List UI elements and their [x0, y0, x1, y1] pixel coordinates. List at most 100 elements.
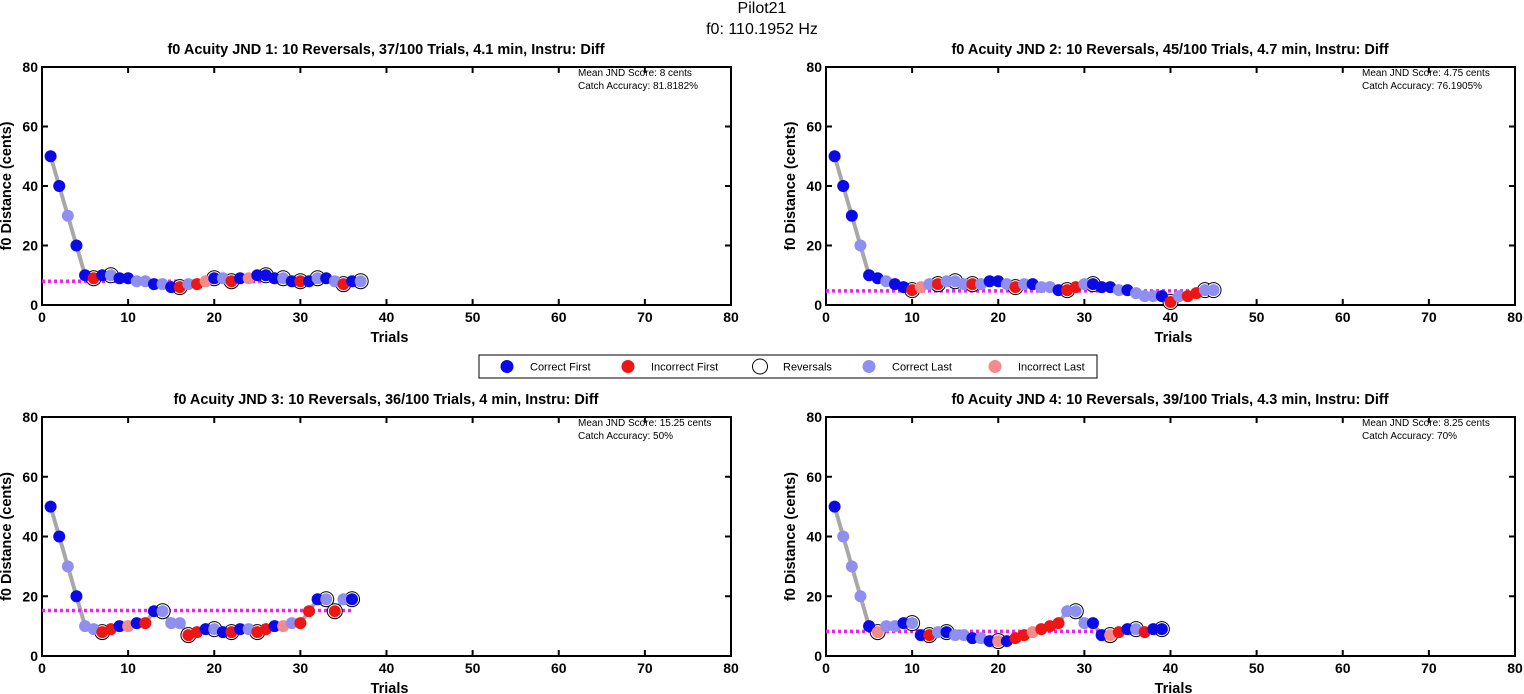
y-tick-label: 40	[806, 178, 822, 194]
y-tick-label: 60	[806, 119, 822, 135]
correct-first-point	[96, 269, 109, 282]
x-tick-label: 30	[293, 309, 309, 325]
correct-last-point	[845, 560, 858, 573]
x-tick-label: 20	[206, 660, 222, 676]
legend-box	[478, 354, 1098, 379]
x-tick-label: 40	[1163, 309, 1179, 325]
x-tick-label: 0	[38, 660, 46, 676]
correct-last-point	[1147, 290, 1160, 303]
plot-frame	[825, 416, 1516, 657]
correct-last-point	[1173, 290, 1186, 303]
y-tick-label: 20	[806, 588, 822, 604]
correct-last-point	[285, 617, 298, 630]
legend-marker	[621, 360, 635, 373]
plot-frame	[41, 66, 732, 306]
y-axis-label: f0 Distance (cents)	[783, 121, 799, 250]
legend-reversal-marker	[752, 358, 768, 375]
correct-first-point	[165, 281, 178, 294]
x-tick-label: 20	[990, 309, 1006, 325]
correct-last-point	[354, 275, 367, 288]
correct-last-point	[337, 593, 350, 606]
correct-first-point	[147, 605, 160, 618]
x-tick-label: 50	[1249, 309, 1265, 325]
annotation-line: Mean JND Score: 15.25 cents	[578, 418, 711, 429]
correct-last-point	[837, 530, 850, 543]
correct-last-point	[1061, 605, 1074, 618]
legend-label: Correct First	[530, 362, 591, 374]
x-tick-label: 30	[1077, 660, 1093, 676]
correct-first-point	[897, 617, 910, 630]
y-tick-label: 60	[22, 119, 38, 135]
x-tick-label: 70	[1421, 660, 1437, 676]
correct-first-point	[983, 275, 996, 288]
correct-first-point	[311, 593, 324, 606]
x-tick-label: 40	[379, 309, 395, 325]
annotation-line: Mean JND Score: 8.25 cents	[1362, 418, 1490, 429]
correct-last-point	[1138, 290, 1151, 303]
correct-first-point	[234, 623, 247, 636]
correct-first-point	[44, 500, 57, 513]
correct-first-point	[70, 239, 83, 252]
correct-first-point	[966, 632, 979, 645]
correct-last-point	[854, 239, 867, 252]
correct-last-point	[156, 605, 169, 618]
chart-panel-1: f0 Acuity JND 1: 10 Reversals, 37/100 Tr…	[0, 42, 739, 346]
correct-first-point	[828, 500, 841, 513]
x-tick-label: 40	[379, 660, 395, 676]
x-tick-label: 30	[1077, 309, 1093, 325]
correct-first-point	[216, 626, 229, 639]
figure-title: Pilot21	[738, 0, 787, 17]
incorrect-first-point	[1164, 296, 1177, 309]
legend-label: Correct Last	[892, 362, 952, 374]
legend-label: Incorrect First	[651, 362, 718, 374]
correct-first-point	[234, 272, 247, 285]
y-tick-label: 0	[30, 297, 38, 313]
y-tick-label: 80	[22, 409, 38, 425]
correct-first-point	[53, 530, 66, 543]
incorrect-first-point	[966, 278, 979, 291]
incorrect-last-point	[871, 626, 884, 639]
correct-first-point	[1095, 629, 1108, 642]
chart-title: f0 Acuity JND 4: 10 Reversals, 39/100 Tr…	[951, 392, 1388, 408]
correct-last-point	[61, 560, 74, 573]
x-tick-label: 60	[1335, 309, 1351, 325]
correct-first-point	[70, 590, 83, 603]
correct-first-point	[268, 272, 281, 285]
correct-last-point	[165, 617, 178, 630]
legend-marker	[988, 360, 1002, 373]
incorrect-first-point	[139, 617, 152, 630]
correct-last-point	[311, 272, 324, 285]
legend-label: Incorrect Last	[1018, 362, 1085, 374]
x-tick-label: 80	[723, 660, 739, 676]
x-tick-label: 10	[904, 309, 920, 325]
correct-last-point	[880, 620, 893, 633]
y-tick-label: 40	[22, 529, 38, 545]
y-tick-label: 0	[814, 297, 822, 313]
y-tick-label: 80	[806, 409, 822, 425]
x-tick-label: 0	[822, 660, 830, 676]
annotation-line: Catch Accuracy: 76.1905%	[1362, 81, 1482, 92]
y-tick-label: 60	[806, 469, 822, 485]
legend-marker	[862, 360, 876, 373]
y-axis-label: f0 Distance (cents)	[0, 472, 15, 601]
annotation-line: Catch Accuracy: 50%	[578, 431, 673, 442]
annotation-line: Mean JND Score: 8 cents	[578, 68, 692, 79]
chart-title: f0 Acuity JND 3: 10 Reversals, 36/100 Tr…	[174, 392, 599, 408]
x-tick-label: 10	[120, 309, 136, 325]
correct-last-point	[931, 626, 944, 639]
legend: Correct First Incorrect First Reversals Cor…	[478, 354, 1098, 379]
chart-panel-3: f0 Acuity JND 3: 10 Reversals, 36/100 Tr…	[0, 392, 739, 694]
correct-last-point	[949, 629, 962, 642]
incorrect-first-point	[294, 617, 307, 630]
chart-title: f0 Acuity JND 1: 10 Reversals, 37/100 Tr…	[167, 42, 604, 58]
y-tick-label: 20	[22, 238, 38, 254]
y-tick-label: 80	[22, 59, 38, 75]
legend-label: Reversals	[783, 362, 832, 374]
correct-last-point	[173, 617, 186, 630]
y-tick-label: 40	[22, 178, 38, 194]
y-tick-label: 0	[814, 648, 822, 664]
chart-title: f0 Acuity JND 2: 10 Reversals, 45/100 Tr…	[951, 42, 1388, 58]
x-tick-label: 40	[1163, 660, 1179, 676]
plot-frame	[825, 66, 1516, 306]
